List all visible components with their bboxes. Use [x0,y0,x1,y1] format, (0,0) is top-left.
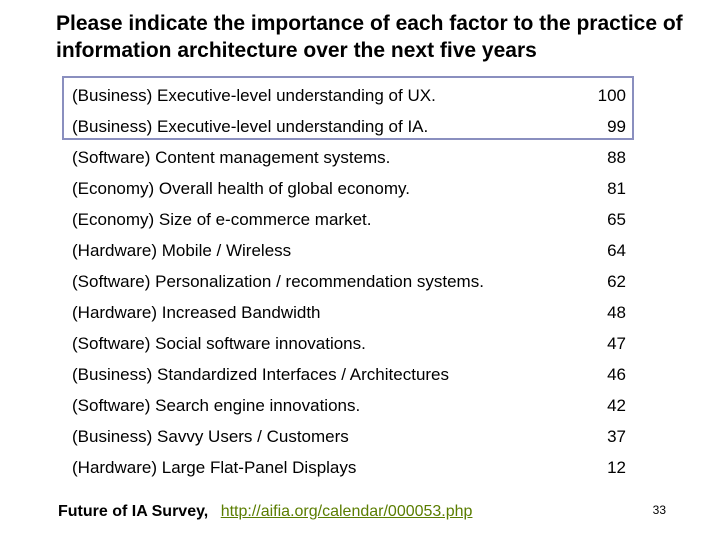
factor-score: 65 [607,209,626,229]
table-row: (Software) Search engine innovations. 42 [72,390,632,421]
factor-label: (Software) Search engine innovations. [72,395,361,415]
factor-label: (Hardware) Mobile / Wireless [72,240,292,260]
table-row: (Software) Social software innovations. … [72,328,632,359]
factor-score: 46 [607,364,626,384]
factor-label: (Hardware) Large Flat-Panel Displays [72,457,357,477]
factor-label: (Software) Personalization / recommendat… [72,271,484,291]
table-row: (Economy) Size of e-commerce market. 65 [72,204,632,235]
table-row: (Software) Personalization / recommendat… [72,266,632,297]
table-row: (Business) Savvy Users / Customers 37 [72,421,632,452]
factor-score: 37 [607,426,626,446]
factor-score: 48 [607,302,626,322]
page-number: 33 [652,503,666,517]
table-row: (Economy) Overall health of global econo… [72,173,632,204]
factor-label: (Business) Executive-level understanding… [72,116,429,136]
factor-score: 88 [607,147,626,167]
factor-label: (Business) Standardized Interfaces / Arc… [72,364,450,384]
factor-label: (Economy) Size of e-commerce market. [72,209,372,229]
footer-source: Future of IA Survey, [58,503,209,520]
factor-score: 47 [607,333,626,353]
factor-table: (Business) Executive-level understanding… [72,80,632,483]
factor-score: 62 [607,271,626,291]
factor-label: (Business) Savvy Users / Customers [72,426,349,446]
table-row: (Business) Executive-level understanding… [72,111,632,142]
table-row: (Hardware) Mobile / Wireless 64 [72,235,632,266]
table-row: (Hardware) Increased Bandwidth 48 [72,297,632,328]
factor-score: 100 [597,85,626,105]
factor-score: 12 [607,457,626,477]
table-row: (Software) Content management systems. 8… [72,142,632,173]
factor-label: (Hardware) Increased Bandwidth [72,302,321,322]
factor-label: (Economy) Overall health of global econo… [72,178,410,198]
factor-score: 81 [607,178,626,198]
table-row: (Hardware) Large Flat-Panel Displays 12 [72,452,632,483]
slide-title: Please indicate the importance of each f… [56,12,683,62]
table-row: (Business) Standardized Interfaces / Arc… [72,359,632,390]
factor-label: (Software) Content management systems. [72,147,391,167]
factor-label: (Software) Social software innovations. [72,333,366,353]
footer-link[interactable]: http://aifia.org/calendar/000053.php [220,503,473,520]
factor-score: 64 [607,240,626,260]
footer: Future of IA Survey, http://aifia.org/ca… [58,503,472,521]
top-factors-highlight-box [62,76,634,140]
factor-score: 99 [607,116,626,136]
table-row: (Business) Executive-level understanding… [72,80,632,111]
factor-score: 42 [607,395,626,415]
factor-label: (Business) Executive-level understanding… [72,85,436,105]
